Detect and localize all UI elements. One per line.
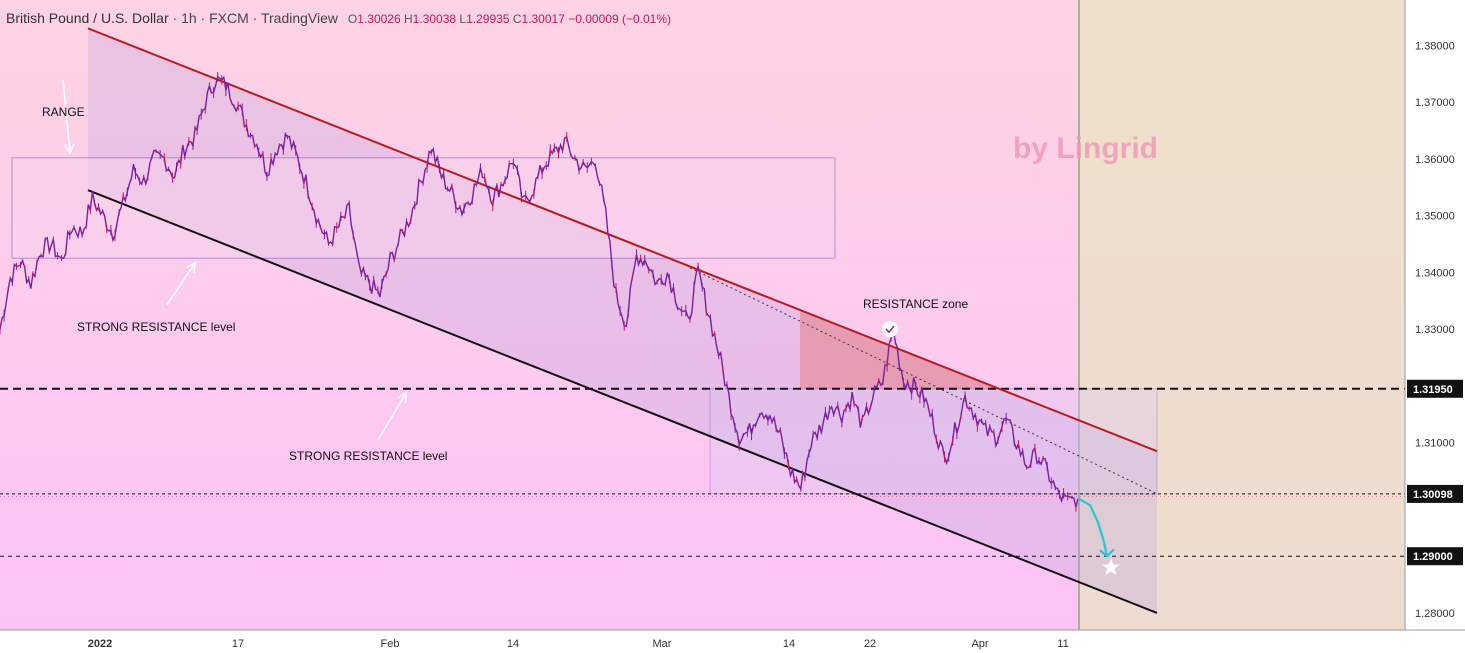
x-tick-label: Apr [971,638,988,650]
price-series[interactable] [0,75,1079,508]
price-axis[interactable] [1405,0,1465,653]
y-tick-label: 1.35000 [1415,211,1455,223]
change-value: −0.00009 (−0.01%) [568,12,671,26]
time-axis[interactable] [0,630,1465,653]
pointer-arrowhead-1 [185,261,196,274]
price-label-2: 1.29000 [1413,551,1453,563]
high-label: H [404,12,413,26]
consolidation-box[interactable] [709,388,1158,495]
pointer-arrowhead-0 [63,143,75,155]
x-tick-label: 2022 [88,638,112,650]
high-value: 1.30038 [412,12,457,26]
author-watermark: by Lingrid [1013,132,1158,165]
x-tick-label: 11 [1057,638,1068,650]
price-label-box-0 [1407,379,1463,398]
strong-resistance-label-1: STRONG RESISTANCE level [77,320,236,334]
symbol-name[interactable]: British Pound / U.S. Dollar [6,10,169,26]
pointer-arrow-2 [377,392,407,441]
price-label-0: 1.31950 [1413,384,1453,396]
open-label: O [347,12,358,26]
close-label: C [512,12,522,26]
inner-trendline[interactable] [689,267,1158,495]
projection-arrowhead [1099,548,1115,558]
ohlc-readout: O1.30026 H1.30038 L1.29935 C1.30017 −0.0… [348,12,671,26]
check-icon [885,325,895,334]
interval[interactable]: 1h [181,10,197,26]
x-tick-label: Mar [653,638,672,650]
y-tick-label: 1.36000 [1415,154,1455,166]
x-tick-label: 14 [783,638,795,650]
y-tick-label: 1.33000 [1415,324,1455,336]
x-tick-label: Feb [381,638,400,650]
future-zone [1079,0,1405,630]
projection-path[interactable] [1077,497,1109,557]
x-tick-label: 22 [864,638,876,650]
price-label-1: 1.30098 [1413,489,1453,501]
broker: FXCM [209,10,249,26]
close-value: 1.30017 [521,12,565,26]
pointer-arrow-0 [62,79,71,154]
chart-header: British Pound / U.S. Dollar · 1h · FXCM … [6,10,671,26]
platform: TradingView [260,10,339,26]
range-label: RANGE [42,105,85,119]
channel-lower-line[interactable] [87,189,1158,614]
range-box[interactable] [11,157,836,259]
resistance-marker[interactable] [882,321,898,338]
y-tick-label: 1.38000 [1415,40,1455,52]
low-label: L [459,12,467,26]
resistance-zone-label: RESISTANCE zone [863,297,969,311]
open-value: 1.30026 [357,12,401,26]
low-value: 1.29935 [466,12,510,26]
price-label-box-2 [1407,547,1463,566]
y-tick-label: 1.28000 [1415,608,1455,620]
target-star-icon[interactable] [1102,558,1120,575]
x-tick-label: 17 [232,638,244,650]
y-tick-label: 1.37000 [1415,97,1455,109]
pointer-arrow-1 [166,262,196,306]
y-tick-label: 1.34000 [1415,267,1455,279]
pointer-arrowhead-2 [396,391,407,404]
channel-upper-line[interactable] [87,27,1158,453]
y-tick-label: 1.31000 [1415,438,1455,450]
x-tick-label: 14 [507,638,519,650]
strong-resistance-label-2: STRONG RESISTANCE level [289,449,448,463]
price-label-box-1 [1407,484,1463,503]
